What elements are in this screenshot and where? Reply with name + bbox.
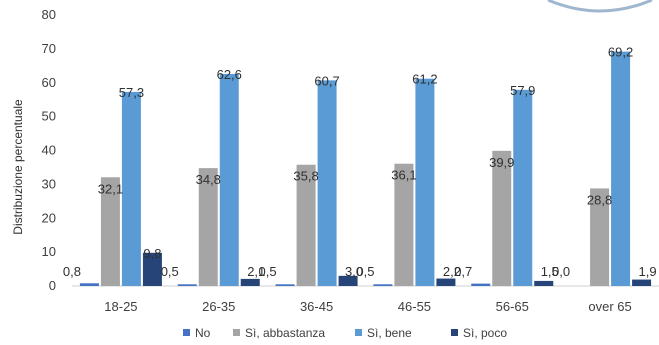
- data-label: 0,5: [356, 264, 374, 279]
- data-label: 3,0: [345, 264, 363, 279]
- bar: [219, 73, 239, 286]
- data-label: 35,8: [293, 169, 318, 184]
- data-label: 61,2: [412, 72, 437, 87]
- data-label: 1,9: [639, 264, 657, 279]
- bar: [513, 89, 533, 287]
- data-label: 36,1: [391, 168, 416, 183]
- legend-swatch: [355, 329, 362, 336]
- legend-swatch: [233, 329, 240, 336]
- x-tick-label: over 65: [588, 299, 631, 314]
- bars: [79, 51, 652, 287]
- data-label: 57,9: [510, 83, 535, 98]
- data-label: 0,5: [161, 264, 179, 279]
- bar: [121, 91, 141, 287]
- data-label: 60,7: [314, 73, 339, 88]
- y-tick-label: 30: [42, 176, 56, 191]
- bar: [492, 150, 512, 286]
- data-label: 0,0: [552, 264, 570, 279]
- data-label: 32,1: [98, 181, 123, 196]
- axes: 0 10 20 30 40 50 60 70 80 18-25 26-35 36-45 46-55 56-…: [42, 7, 659, 314]
- bar: [373, 284, 393, 286]
- y-tick-label: 10: [42, 244, 56, 259]
- y-tick-label: 0: [49, 278, 56, 293]
- data-label: 57,3: [119, 85, 144, 100]
- x-tick-label: 36-45: [300, 299, 333, 314]
- data-label: 34,8: [196, 172, 221, 187]
- data-label: 9,8: [143, 246, 161, 261]
- y-axis-label: Distribuzione percentuale: [11, 99, 25, 235]
- bar: [142, 252, 162, 286]
- data-label: 62,6: [217, 67, 242, 82]
- legend-label: Sì, abbastanza: [245, 326, 325, 340]
- x-tick-label: 56-65: [496, 299, 529, 314]
- data-label: 2,1: [247, 264, 265, 279]
- y-tick-label: 80: [42, 7, 56, 22]
- x-tick-label: 46-55: [398, 299, 431, 314]
- data-label: 39,9: [489, 155, 514, 170]
- data-label: 0,8: [63, 264, 81, 279]
- y-tick-label: 20: [42, 210, 56, 225]
- y-tick-label: 50: [42, 109, 56, 124]
- bar: [534, 280, 554, 286]
- bar: [79, 283, 99, 286]
- bar: [317, 80, 337, 286]
- bar: [394, 163, 414, 286]
- decorative-arc: [547, 0, 653, 13]
- bar: [611, 51, 631, 287]
- y-tick-label: 40: [42, 143, 56, 158]
- bar: [296, 164, 316, 286]
- x-tick-label: 18-25: [104, 299, 137, 314]
- bar: [198, 168, 218, 286]
- legend-label: No: [195, 326, 211, 340]
- data-label: 69,2: [608, 45, 633, 60]
- legend-swatch: [451, 329, 458, 336]
- bar: [632, 279, 652, 286]
- bar: [100, 177, 120, 286]
- legend-label: Sì, poco: [463, 326, 507, 340]
- legend-label: Sì, bene: [367, 326, 412, 340]
- bar: [471, 283, 491, 286]
- decorative-arc-shape: [547, 0, 653, 13]
- bar: [240, 278, 260, 286]
- data-labels: 0,832,157,39,80,534,862,62,10,535,860,73…: [63, 45, 657, 279]
- x-tick-label: 26-35: [202, 299, 235, 314]
- bar: [436, 278, 456, 286]
- bar: [415, 78, 435, 286]
- bar: [275, 284, 295, 286]
- data-label: 28,8: [587, 192, 612, 207]
- data-label: 0,5: [259, 264, 277, 279]
- bar: [338, 275, 358, 286]
- y-tick-label: 60: [42, 75, 56, 90]
- y-tick-label: 70: [42, 41, 56, 56]
- data-label: 2,2: [443, 264, 461, 279]
- data-label: 1,5: [541, 264, 559, 279]
- bar: [177, 284, 197, 286]
- legend-swatch: [183, 329, 190, 336]
- bar: [590, 188, 610, 286]
- legend: No Sì, abbastanza Sì, bene Sì, poco: [183, 326, 507, 340]
- data-label: 0,7: [454, 264, 472, 279]
